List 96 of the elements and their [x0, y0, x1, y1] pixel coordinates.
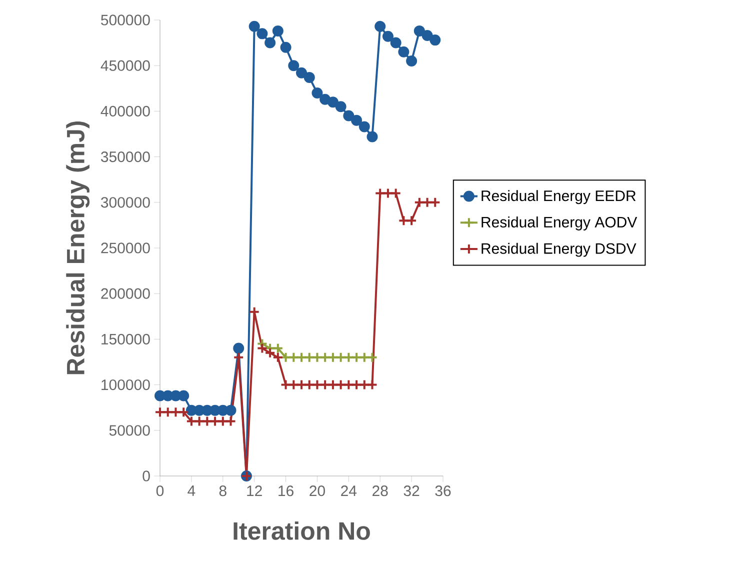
x-tick-label: 4: [188, 486, 196, 496]
point: [256, 28, 268, 40]
point: [170, 406, 182, 418]
point: [296, 352, 308, 363]
point: [296, 379, 308, 390]
point: [304, 379, 315, 390]
point: [312, 352, 323, 363]
x-tick-label: 28: [372, 486, 388, 496]
point: [312, 379, 323, 390]
x-axis-title: Iteration No: [234, 522, 370, 540]
x-tick-label: 8: [219, 486, 226, 496]
y-tick-label: 300000: [100, 197, 150, 208]
point: [390, 37, 402, 48]
point: [406, 56, 418, 67]
point: [202, 416, 213, 427]
legend-label: Residual Energy EEDR: [482, 190, 636, 204]
point: [280, 379, 292, 390]
point: [304, 352, 315, 363]
point: [304, 72, 315, 83]
y-tick-label: 450000: [100, 60, 150, 71]
point: [178, 406, 190, 418]
point: [320, 352, 331, 363]
legend-label: Residual Energy AODV: [482, 216, 638, 230]
point: [382, 188, 394, 199]
point: [210, 416, 221, 427]
y-tick-label: 400000: [100, 106, 150, 116]
y-tick-label: 0: [142, 470, 150, 482]
y-tick-label: 500000: [101, 14, 150, 26]
point: [327, 352, 338, 363]
point: [398, 215, 410, 226]
point: [366, 352, 378, 363]
point: [225, 416, 236, 427]
point: [320, 379, 331, 390]
point: [351, 114, 362, 126]
point: [414, 196, 425, 208]
x-tick-label: 32: [404, 486, 420, 496]
point: [233, 352, 244, 363]
point: [430, 196, 441, 208]
point: [343, 110, 354, 122]
point: [264, 37, 276, 48]
x-tick-label: 12: [247, 486, 262, 496]
point: [351, 352, 362, 363]
y-axis-title: Residual Energy (mJ): [66, 121, 90, 374]
point: [422, 30, 433, 41]
point: [358, 121, 370, 132]
point: [366, 379, 378, 390]
point: [335, 352, 346, 363]
point: [272, 342, 284, 354]
y-tick-label: 50000: [109, 425, 150, 436]
x-tick-label: 24: [341, 486, 357, 496]
point: [358, 379, 370, 390]
point: [288, 60, 300, 72]
point: [296, 67, 308, 78]
point: [186, 416, 197, 427]
point: [374, 20, 386, 32]
y-tick-label: 100000: [102, 379, 150, 390]
point: [390, 188, 402, 199]
point: [327, 96, 338, 108]
point: [343, 379, 354, 390]
y-tick-label: 250000: [101, 242, 150, 254]
point: [358, 352, 370, 363]
point: [248, 20, 260, 32]
x-tick-label: 20: [310, 486, 325, 496]
point: [327, 379, 338, 390]
point: [382, 30, 394, 42]
y-tick-label: 150000: [102, 334, 150, 344]
point: [343, 352, 354, 363]
point: [406, 215, 418, 226]
point: [288, 379, 300, 390]
x-tick-label: 0: [156, 486, 164, 496]
point: [312, 87, 323, 98]
point: [225, 404, 236, 416]
point: [335, 101, 346, 112]
point: [414, 25, 425, 36]
y-tick-label: 350000: [100, 151, 150, 162]
point: [248, 306, 260, 318]
point: [430, 34, 441, 46]
point: [178, 390, 190, 402]
point: [194, 416, 205, 427]
point: [398, 46, 410, 58]
point: [272, 25, 284, 36]
point: [280, 42, 292, 53]
point: [288, 352, 300, 363]
point: [217, 416, 228, 427]
point: [280, 352, 292, 363]
point: [335, 379, 346, 390]
x-tick-label: 16: [278, 486, 294, 496]
legend-label: Residual Energy DSDV: [482, 242, 636, 257]
point: [374, 188, 386, 199]
point: [366, 131, 378, 142]
x-tick-label: 36: [435, 486, 451, 496]
y-tick-label: 200000: [101, 288, 150, 299]
point: [154, 406, 166, 418]
point: [233, 342, 244, 354]
point: [422, 196, 433, 208]
point: [351, 379, 362, 390]
